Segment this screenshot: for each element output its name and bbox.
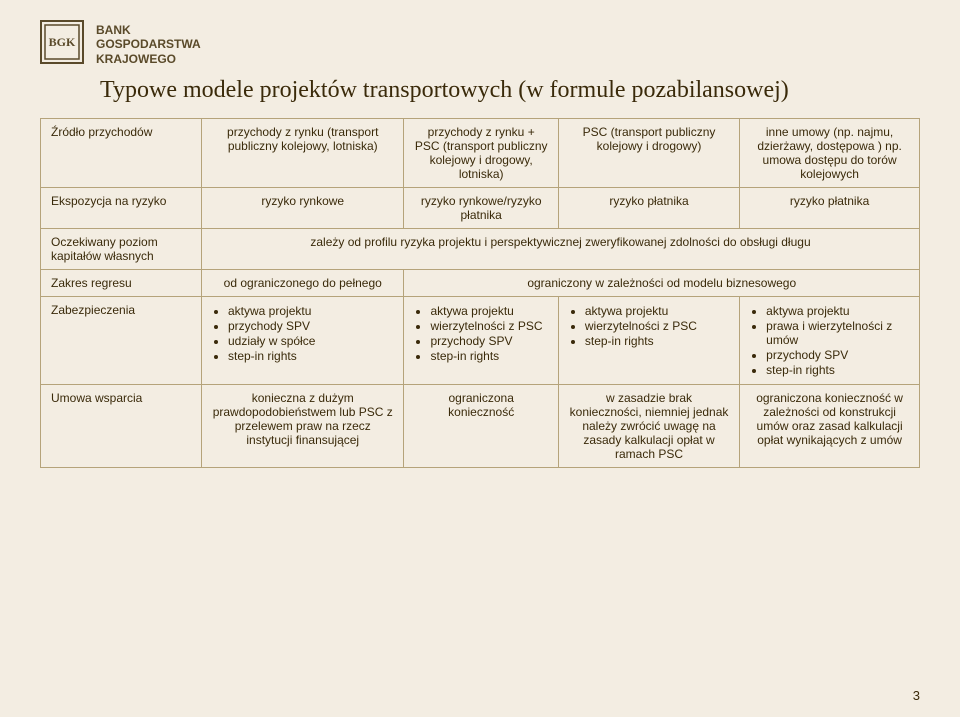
list-item: udziały w spółce (228, 334, 393, 348)
row5-col4: aktywa projektuprawa i wierzytelności z … (740, 297, 920, 385)
row6-label: Umowa wsparcia (41, 385, 202, 468)
row6-col2: ograniczona konieczność (404, 385, 558, 468)
row4-col1: od ograniczonego do pełnego (202, 270, 404, 297)
list-item: step-in rights (430, 349, 547, 363)
row6-col1: konieczna z dużym prawdopodobieństwem lu… (202, 385, 404, 468)
row5-col3-list: aktywa projektuwierzytelności z PSCstep-… (569, 304, 729, 348)
list-item: wierzytelności z PSC (585, 319, 729, 333)
list-item: step-in rights (766, 363, 909, 377)
row1-col2: przychody z rynku + PSC (transport publi… (404, 119, 558, 188)
row3-label: Oczekiwany poziom kapitałów własnych (41, 229, 202, 270)
bank-name: BANK GOSPODARSTWA KRAJOWEGO (96, 23, 201, 66)
row3-merged: zależy od profilu ryzyka projektu i pers… (202, 229, 920, 270)
svg-text:BGK: BGK (49, 35, 76, 49)
slide-title: Typowe modele projektów transportowych (… (100, 77, 920, 104)
bank-line1: BANK (96, 23, 201, 37)
list-item: aktywa projektu (430, 304, 547, 318)
list-item: przychody SPV (228, 319, 393, 333)
row4-merged: ograniczony w zależności od modelu bizne… (404, 270, 920, 297)
row2-col4: ryzyko płatnika (740, 188, 920, 229)
list-item: aktywa projektu (228, 304, 393, 318)
list-item: step-in rights (228, 349, 393, 363)
row1-col1: przychody z rynku (transport publiczny k… (202, 119, 404, 188)
logo-icon: BGK (40, 20, 84, 69)
row6-col3: w zasadzie brak konieczności, niemniej j… (558, 385, 739, 468)
row5-col3: aktywa projektuwierzytelności z PSCstep-… (558, 297, 739, 385)
content-table: Źródło przychodów przychody z rynku (tra… (40, 118, 920, 468)
list-item: wierzytelności z PSC (430, 319, 547, 333)
row2-col3: ryzyko płatnika (558, 188, 739, 229)
list-item: prawa i wierzytelności z umów (766, 319, 909, 347)
row1-col3: PSC (transport publiczny kolejowy i drog… (558, 119, 739, 188)
row5-col1-list: aktywa projektuprzychody SPVudziały w sp… (212, 304, 393, 363)
row2-label: Ekspozycja na ryzyko (41, 188, 202, 229)
bank-line3: KRAJOWEGO (96, 52, 201, 66)
row5-label: Zabezpieczenia (41, 297, 202, 385)
slide: BGK BANK GOSPODARSTWA KRAJOWEGO Typowe m… (0, 0, 960, 717)
row4-label: Zakres regresu (41, 270, 202, 297)
row5-col2-list: aktywa projektuwierzytelności z PSCprzyc… (414, 304, 547, 363)
row1-label: Źródło przychodów (41, 119, 202, 188)
row5-col2: aktywa projektuwierzytelności z PSCprzyc… (404, 297, 558, 385)
list-item: aktywa projektu (766, 304, 909, 318)
row6-col4: ograniczona konieczność w zależności od … (740, 385, 920, 468)
row2-col1: ryzyko rynkowe (202, 188, 404, 229)
bank-line2: GOSPODARSTWA (96, 37, 201, 51)
list-item: step-in rights (585, 334, 729, 348)
list-item: aktywa projektu (585, 304, 729, 318)
list-item: przychody SPV (766, 348, 909, 362)
row1-col4: inne umowy (np. najmu, dzierżawy, dostęp… (740, 119, 920, 188)
row5-col4-list: aktywa projektuprawa i wierzytelności z … (750, 304, 909, 377)
page-number: 3 (913, 688, 920, 703)
list-item: przychody SPV (430, 334, 547, 348)
header: BGK BANK GOSPODARSTWA KRAJOWEGO (40, 20, 920, 69)
row5-col1: aktywa projektuprzychody SPVudziały w sp… (202, 297, 404, 385)
row2-col2: ryzyko rynkowe/ryzyko płatnika (404, 188, 558, 229)
